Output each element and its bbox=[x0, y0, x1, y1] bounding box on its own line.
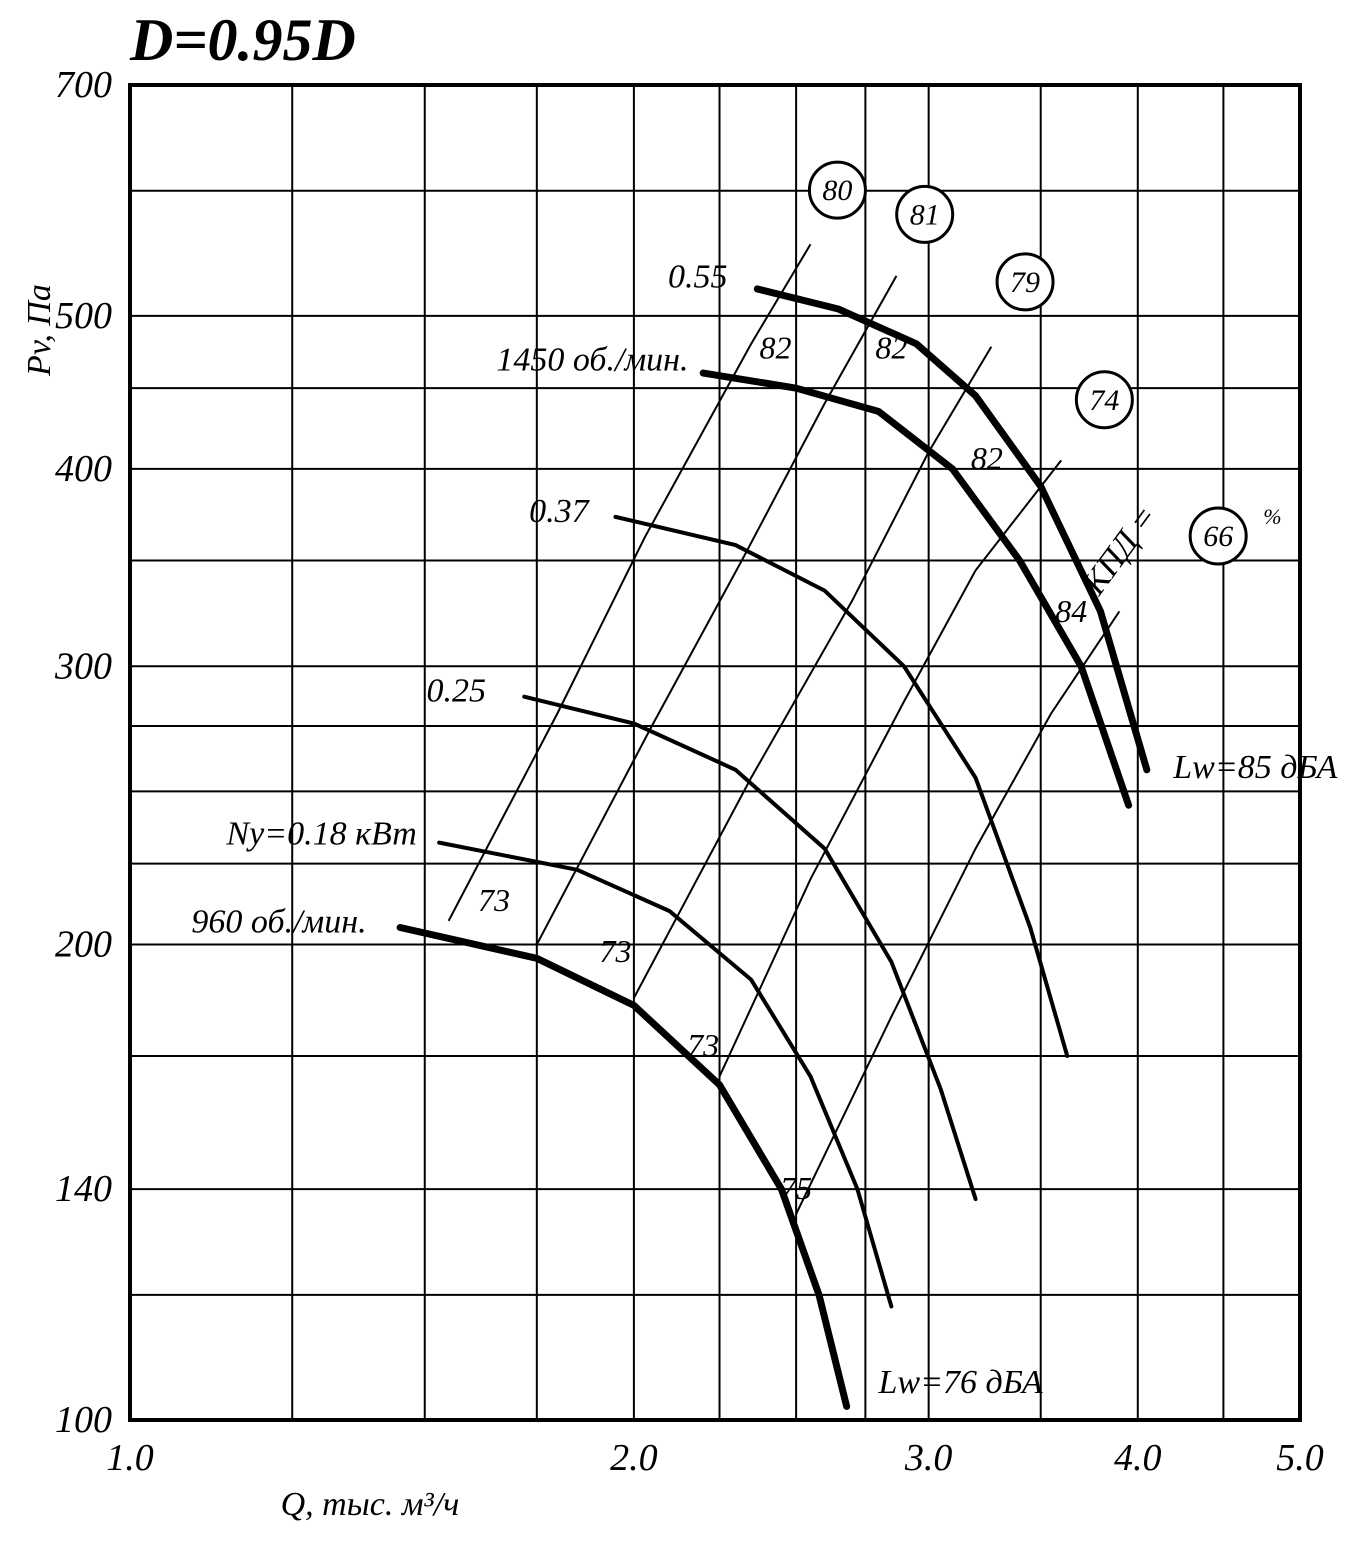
y-tick-label: 200 bbox=[55, 923, 112, 965]
curve-label: 1450 об./мин. bbox=[496, 342, 688, 379]
curve-label: 0.25 bbox=[427, 673, 487, 710]
inline-value: 73 bbox=[687, 1027, 719, 1063]
efficiency-value: 66 bbox=[1203, 520, 1233, 553]
kpd-percent: % bbox=[1263, 504, 1281, 529]
chart-bg bbox=[0, 0, 1351, 1558]
y-axis-label: Pv, Па bbox=[21, 284, 58, 377]
efficiency-value: 79 bbox=[1010, 266, 1040, 299]
chart-svg: 100 140 200 300 400 500 700 1.0 2.0 3.0 4.0 5.0 Pv, … bbox=[0, 0, 1351, 1558]
x-tick-label: 2.0 bbox=[610, 1437, 658, 1479]
x-tick-label: 4.0 bbox=[1114, 1437, 1162, 1479]
efficiency-value: 81 bbox=[910, 198, 940, 231]
inline-value: 73 bbox=[599, 933, 631, 969]
sound-level-label: Lw=85 дБА bbox=[1172, 749, 1337, 786]
y-tick-label: 140 bbox=[55, 1168, 112, 1210]
fan-performance-chart: { "title": "D=0.95D", "title_fontsize": … bbox=[0, 0, 1351, 1558]
efficiency-value: 74 bbox=[1089, 384, 1119, 417]
inline-value: 82 bbox=[875, 329, 907, 365]
y-tick-label: 700 bbox=[55, 64, 112, 106]
y-tick-label: 500 bbox=[55, 295, 112, 337]
x-axis-label: Q, тыс. м³/ч bbox=[281, 1486, 460, 1523]
inline-value: 75 bbox=[780, 1170, 812, 1206]
y-tick-label: 300 bbox=[54, 645, 112, 687]
curve-label: 0.55 bbox=[668, 258, 728, 295]
curve-label: 0.37 bbox=[529, 493, 591, 530]
inline-value: 73 bbox=[478, 882, 510, 918]
inline-value: 82 bbox=[759, 329, 791, 365]
inline-value: 84 bbox=[1055, 593, 1087, 629]
efficiency-value: 80 bbox=[822, 174, 852, 207]
x-tick-label: 5.0 bbox=[1276, 1437, 1324, 1479]
x-tick-label: 1.0 bbox=[106, 1437, 154, 1479]
inline-value: 82 bbox=[971, 440, 1003, 476]
curve-label: Nу=0.18 кВт bbox=[225, 816, 416, 853]
x-tick-label: 3.0 bbox=[904, 1437, 953, 1479]
chart-title: D=0.95D bbox=[129, 7, 356, 73]
y-tick-label: 100 bbox=[55, 1399, 112, 1441]
sound-level-label: Lw=76 дБА bbox=[877, 1364, 1042, 1401]
curve-label: 960 об./мин. bbox=[191, 904, 366, 941]
y-tick-label: 400 bbox=[55, 448, 112, 490]
